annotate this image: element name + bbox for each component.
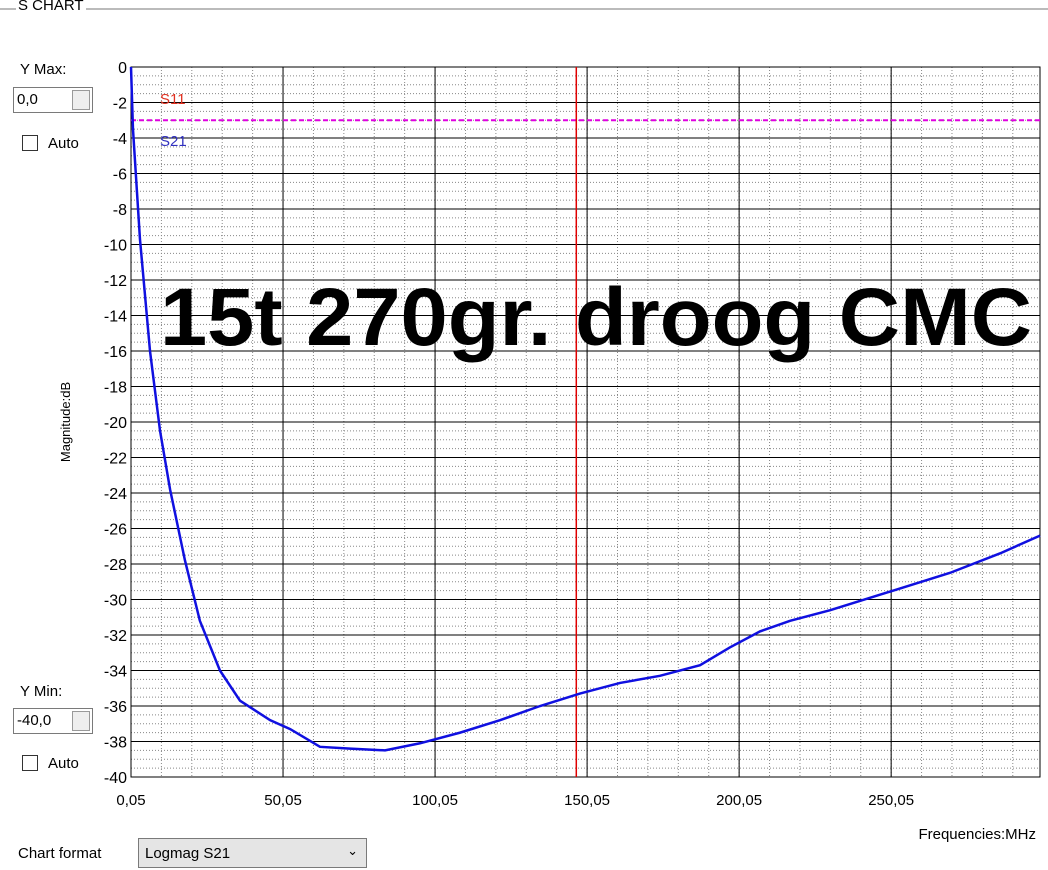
legend-entry: S11 (160, 91, 186, 108)
y-min-label: Y Min: (20, 683, 63, 700)
chart-format-select[interactable]: Logmag S21 ⌄ (138, 838, 367, 868)
y-tick-label: -34 (104, 664, 127, 681)
x-axis-label: Frequencies:MHz (918, 826, 1036, 843)
y-tick-label: -12 (104, 273, 127, 290)
group-border (0, 8, 1048, 10)
plot-frame (130, 66, 1041, 778)
y-tick-label: -14 (104, 309, 127, 326)
chart-title: 15t 270gr. droog CMC (160, 272, 1032, 363)
spin-buttons[interactable] (72, 90, 90, 110)
y-tick-label: -10 (104, 238, 127, 255)
x-tick-label: 0,05 (116, 792, 145, 809)
y-tick-label: -18 (104, 380, 127, 397)
y-tick-label: -24 (104, 486, 127, 503)
y-max-value: 0,0 (17, 91, 38, 108)
x-tick-label: 150,05 (564, 792, 610, 809)
y-tick-label: -30 (104, 593, 127, 610)
spin-buttons[interactable] (72, 711, 90, 731)
legend-entry: S21 (160, 133, 187, 150)
y-tick-label: 0 (118, 60, 127, 77)
y-tick-label: -40 (104, 770, 127, 787)
y-min-value: -40,0 (17, 712, 52, 729)
y-tick-label: -36 (104, 699, 127, 716)
y-tick-label: -20 (104, 415, 127, 432)
x-tick-label: 50,05 (264, 792, 302, 809)
series-line (129, 66, 1041, 752)
x-tick-label: 100,05 (412, 792, 458, 809)
chart-format-value: Logmag S21 (145, 845, 231, 862)
y-min-auto-label: Auto (48, 755, 79, 772)
x-tick-label: 200,05 (716, 792, 762, 809)
y-max-spin[interactable]: 0,0 (13, 87, 93, 113)
y-tick-label: -26 (104, 522, 127, 539)
dropdown-arrow: ⌄ (347, 843, 358, 858)
y-tick-label: -8 (113, 202, 127, 219)
y-tick-label: -22 (104, 451, 127, 468)
y-min-auto-checkbox[interactable] (22, 755, 38, 771)
y-tick-label: -38 (104, 735, 127, 752)
y-tick-label: -16 (104, 344, 127, 361)
y-axis-label: Magnitude:dB (58, 382, 73, 462)
y-max-label: Y Max: (20, 61, 67, 78)
y-tick-label: -28 (104, 557, 127, 574)
panel-title: S CHART (16, 0, 86, 14)
y-min-spin[interactable]: -40,0 (13, 708, 93, 734)
chart-format-label: Chart format (18, 845, 102, 862)
y-max-auto-checkbox[interactable] (22, 135, 38, 151)
y-max-auto-label: Auto (48, 135, 79, 152)
x-tick-label: 250,05 (868, 792, 914, 809)
y-tick-label: -6 (113, 167, 127, 184)
y-tick-label: -32 (104, 628, 127, 645)
y-tick-label: -4 (113, 131, 127, 148)
y-tick-label: -2 (113, 96, 127, 113)
